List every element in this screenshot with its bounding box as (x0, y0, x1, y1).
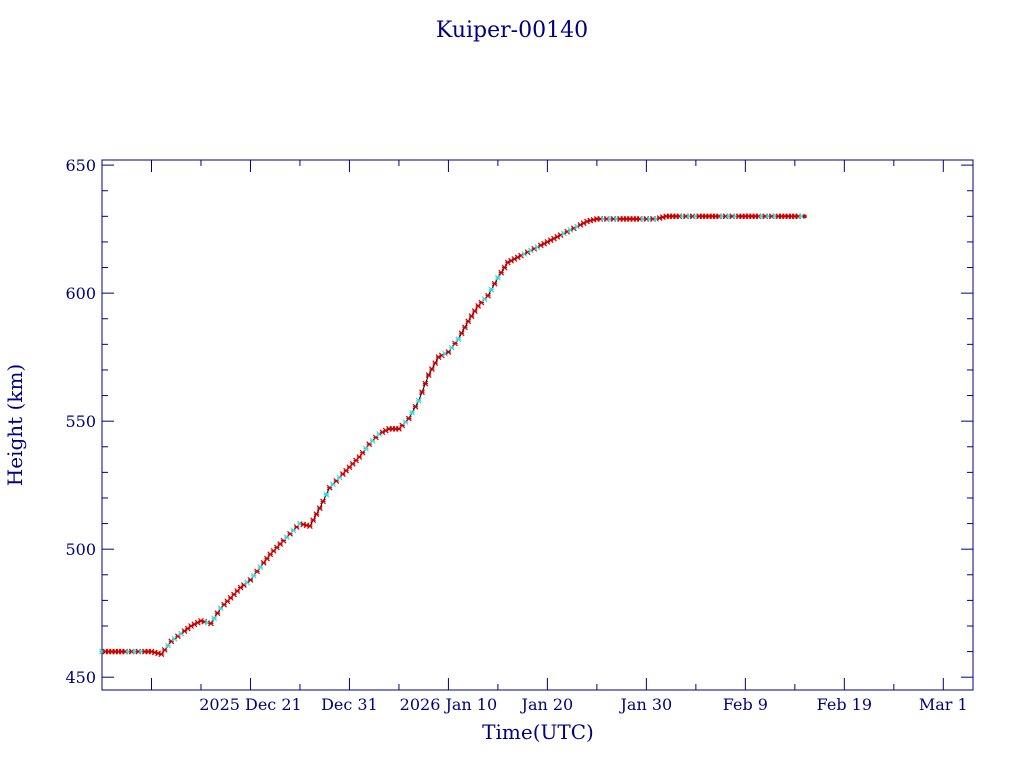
data-point-marker (158, 651, 165, 658)
data-point-marker (419, 389, 425, 396)
x-tick-label: Jan 30 (619, 695, 673, 714)
data-point-marker (247, 576, 254, 583)
x-tick-label: Jan 20 (520, 695, 574, 714)
series-line (102, 215, 805, 655)
data-series (99, 213, 807, 658)
y-tick-label: 600 (65, 284, 96, 303)
data-point-marker (250, 572, 257, 579)
data-point-marker (415, 397, 422, 404)
data-point-marker (458, 330, 465, 337)
data-point-marker (165, 642, 171, 649)
data-point-marker (310, 517, 317, 524)
data-point-marker (471, 308, 478, 314)
data-point-marker (485, 292, 491, 299)
chart-title: Kuiper-00140 (436, 18, 588, 43)
data-point-marker (214, 610, 221, 617)
x-tick-label: Dec 31 (321, 695, 378, 714)
y-axis-title: Height (km) (3, 364, 27, 486)
x-axis-title: Time(UTC) (482, 720, 594, 744)
data-point-marker (264, 555, 270, 562)
x-tick-label: 2025 Dec 21 (199, 695, 302, 714)
y-tick-label: 500 (65, 540, 96, 559)
data-point-marker (425, 372, 432, 378)
x-tick-label: Feb 9 (723, 695, 768, 714)
data-point-marker (323, 491, 330, 498)
data-point-marker (412, 403, 419, 410)
plot-border (101, 159, 974, 691)
data-point-marker (320, 498, 326, 505)
data-point-marker (356, 454, 363, 460)
data-point-marker (488, 286, 495, 293)
data-point-marker (260, 559, 267, 566)
data-point-marker (306, 523, 313, 530)
data-point-marker (452, 340, 458, 347)
data-point-marker (254, 568, 260, 575)
y-tick-label: 650 (65, 156, 96, 175)
data-point-marker (405, 415, 412, 422)
data-point-marker (802, 214, 807, 219)
plot-frame (101, 159, 974, 691)
data-point-marker (455, 336, 462, 343)
y-tick-label: 450 (65, 668, 96, 687)
data-point-marker (501, 264, 508, 271)
x-tick-label: 2026 Jan 10 (400, 695, 498, 714)
data-point-marker (491, 280, 498, 287)
data-point-marker (207, 620, 214, 627)
data-point-marker (211, 615, 218, 622)
data-point-marker (445, 349, 452, 355)
x-tick-label: Feb 19 (817, 695, 872, 714)
data-point-marker (428, 366, 435, 373)
x-tick-label: Mar 1 (919, 695, 968, 714)
data-point-marker (363, 445, 369, 452)
data-point-marker (257, 564, 264, 571)
data-point-marker (313, 511, 320, 518)
data-point-marker (498, 269, 505, 276)
data-point-marker (359, 449, 366, 456)
data-point-marker (461, 324, 468, 331)
data-point-marker (316, 505, 323, 512)
axis-ticks: 450 500 550 600 650 2025 Dec 21 Dec 31 2026 Ja… (65, 156, 973, 714)
data-point-marker (465, 318, 472, 325)
data-point-marker (161, 646, 168, 653)
data-point-marker (409, 409, 416, 416)
data-point-marker (494, 274, 501, 281)
y-tick-label: 550 (65, 412, 96, 431)
data-point-marker (448, 344, 455, 351)
data-point-marker (468, 313, 475, 320)
data-point-marker (432, 360, 439, 367)
data-point-marker (422, 380, 429, 387)
